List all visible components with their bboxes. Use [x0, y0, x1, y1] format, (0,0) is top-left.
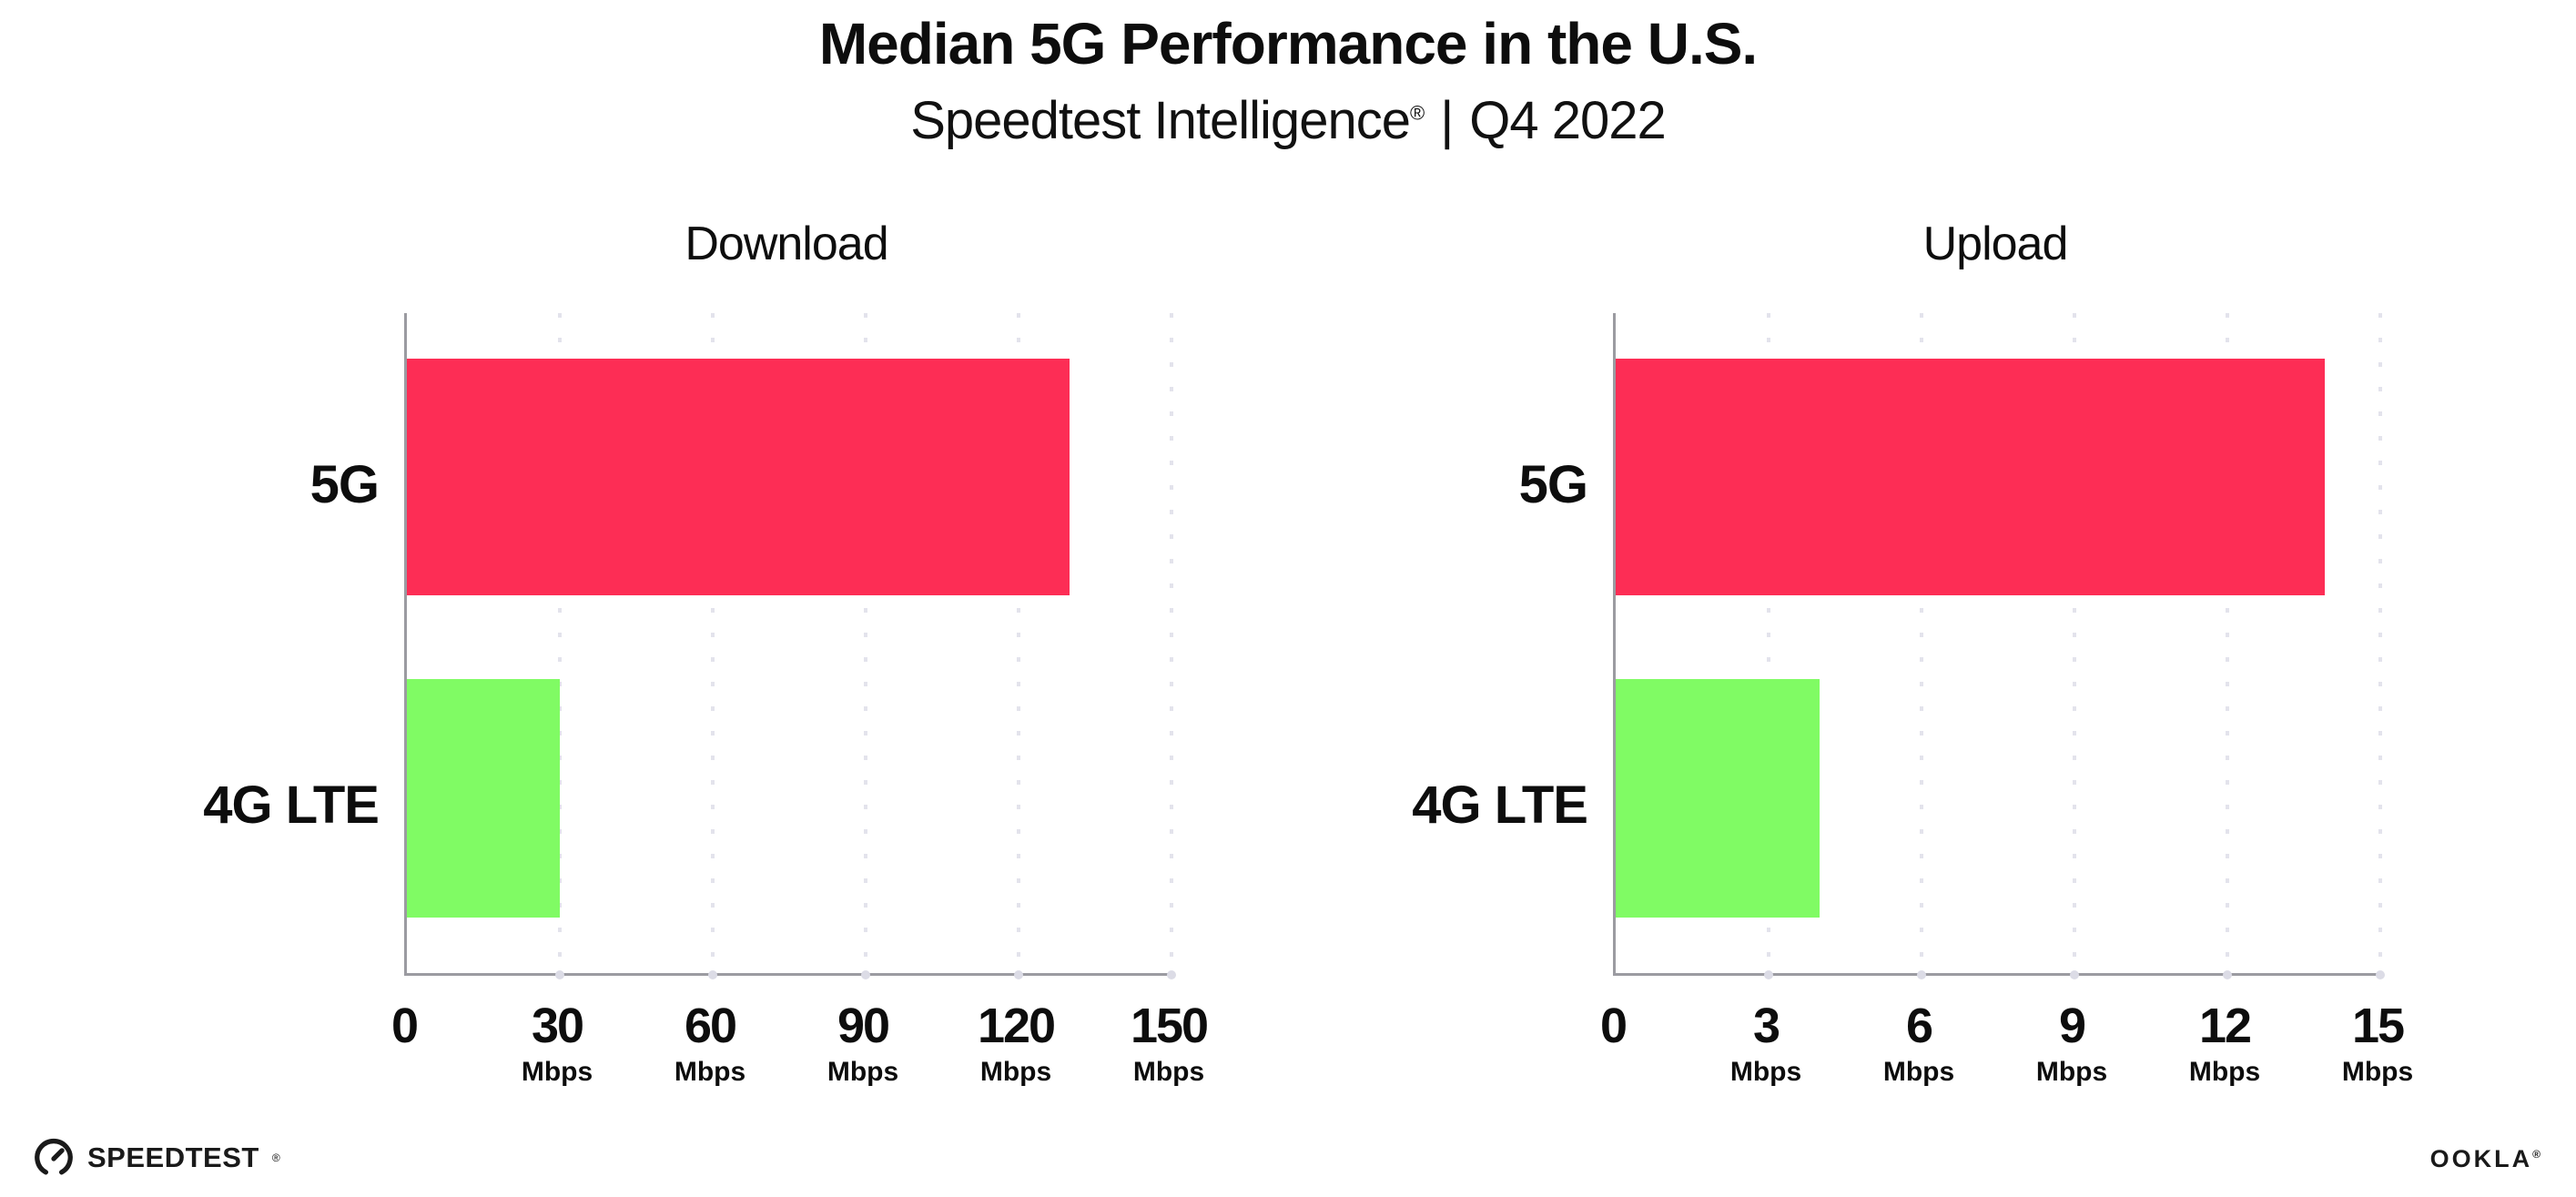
bar-4g-lte-download [407, 679, 560, 918]
upload-plot-area [1613, 313, 2385, 979]
tick-number: 60 [684, 999, 737, 1053]
header: Median 5G Performance in the U.S. Speedt… [0, 11, 2576, 151]
gridline-30mbps [555, 313, 564, 979]
x-tick: 0 [1531, 999, 1695, 1054]
bar-5g-download [407, 359, 1070, 595]
category-label-5g: 5G [309, 455, 380, 514]
tick-unit: Mbps [521, 1057, 593, 1087]
download-chart-title: Download [685, 218, 888, 270]
tick-unit: Mbps [979, 1057, 1052, 1087]
tick-unit: Mbps [674, 1057, 746, 1087]
x-tick: 6 Mbps [1837, 999, 2001, 1090]
tick-unit: Mbps [1882, 1057, 1955, 1087]
download-chart-panel: Download 5G 4G LTE 0 30 Mbps 60 Mbps 90 … [113, 217, 1209, 1109]
gridline-120mbps [1014, 313, 1023, 979]
gridline-150mbps [1167, 313, 1176, 979]
x-tick: 0 [322, 999, 486, 1054]
speedtest-logo: SPEEDTEST ® [33, 1137, 280, 1179]
tick-number: 3 [1752, 999, 1780, 1053]
x-tick: 150 Mbps [1087, 999, 1251, 1090]
x-tick: 90 Mbps [781, 999, 945, 1090]
tick-unit: Mbps [1132, 1057, 1205, 1087]
subtitle-period: Q4 2022 [1469, 91, 1667, 150]
tick-number: 120 [977, 999, 1056, 1053]
gridline-15mbps [2376, 313, 2385, 979]
tick-number: 0 [390, 999, 419, 1053]
gridline-6mbps [1917, 313, 1926, 979]
category-label-5g: 5G [1518, 455, 1588, 514]
bar-4g-lte-upload [1616, 679, 1820, 918]
gridline-90mbps [861, 313, 870, 979]
tick-number: 9 [2058, 999, 2086, 1053]
tick-unit: Mbps [2188, 1057, 2261, 1087]
gridline-12mbps [2223, 313, 2232, 979]
tick-number: 15 [2351, 999, 2405, 1053]
upload-chart-title: Upload [1922, 218, 2069, 270]
ookla-logo: OOKLA® [2430, 1145, 2543, 1173]
x-tick: 120 Mbps [934, 999, 1098, 1090]
category-label-4g-lte: 4G LTE [203, 776, 380, 835]
x-tick: 3 Mbps [1684, 999, 1848, 1090]
tick-number: 30 [531, 999, 584, 1053]
tick-unit: Mbps [1729, 1057, 1802, 1087]
tick-number: 0 [1599, 999, 1628, 1053]
ookla-wordmark: OOKLA [2429, 1145, 2533, 1172]
x-tick: 60 Mbps [628, 999, 792, 1090]
x-tick: 12 Mbps [2143, 999, 2307, 1090]
speedtest-wordmark: SPEEDTEST [87, 1141, 259, 1173]
subtitle-brand: Speedtest Intelligence [910, 91, 1411, 150]
tick-number: 150 [1130, 999, 1209, 1053]
bar-5g-upload [1616, 359, 2325, 595]
gridline-60mbps [708, 313, 717, 979]
download-plot-area [404, 313, 1176, 979]
page-title: Median 5G Performance in the U.S. [818, 11, 1758, 76]
tick-number: 90 [837, 999, 890, 1053]
upload-x-axis-ticks: 0 3 Mbps 6 Mbps 9 Mbps 12 Mbps 15 Mbps [1600, 999, 2413, 1109]
x-tick: 15 Mbps [2296, 999, 2459, 1090]
tick-number: 12 [2198, 999, 2252, 1053]
registered-mark: ® [1409, 101, 1425, 125]
gridline-3mbps [1764, 313, 1773, 979]
upload-chart-panel: Upload 5G 4G LTE 0 3 Mbps 6 Mbps 9 Mbps … [1322, 217, 2413, 1109]
tick-unit: Mbps [827, 1057, 899, 1087]
registered-mark: ® [2532, 1148, 2543, 1161]
tick-number: 6 [1905, 999, 1933, 1053]
speedtest-gauge-icon [33, 1137, 75, 1179]
tick-unit: Mbps [2035, 1057, 2108, 1087]
registered-mark: ® [271, 1151, 280, 1164]
category-label-4g-lte: 4G LTE [1412, 776, 1588, 835]
download-x-axis-ticks: 0 30 Mbps 60 Mbps 90 Mbps 120 Mbps 150 M… [391, 999, 1209, 1109]
gridline-9mbps [2070, 313, 2079, 979]
subtitle-divider: | [1440, 91, 1454, 150]
x-tick: 9 Mbps [1990, 999, 2154, 1090]
page-subtitle: Speedtest Intelligence® | Q4 2022 [0, 91, 2576, 151]
x-tick: 30 Mbps [475, 999, 639, 1090]
tick-unit: Mbps [2341, 1057, 2414, 1087]
